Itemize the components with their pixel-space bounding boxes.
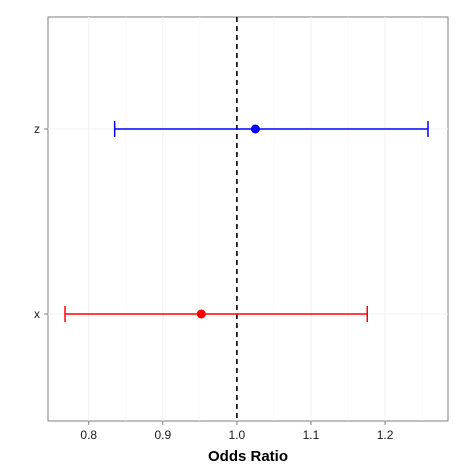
x-tick-label: 1.1 <box>303 428 320 442</box>
minor-gridlines <box>125 17 423 421</box>
point-estimate-x <box>196 309 206 319</box>
point-estimate-z <box>250 124 260 134</box>
y-tick-label: z <box>34 122 40 136</box>
x-tick-label: 0.8 <box>80 428 97 442</box>
series-group <box>64 121 429 322</box>
y-axis-ticks: xz <box>34 122 48 321</box>
panel-border <box>47 16 449 422</box>
x-tick-label: 1.0 <box>229 428 246 442</box>
x-axis-title: Odds Ratio <box>208 448 288 465</box>
y-tick-label: x <box>34 307 40 321</box>
x-tick-label: 1.2 <box>377 428 394 442</box>
x-tick-label: 0.9 <box>154 428 171 442</box>
x-axis-ticks: 0.8 0.9 1.0 1.1 1.2 <box>80 421 394 442</box>
